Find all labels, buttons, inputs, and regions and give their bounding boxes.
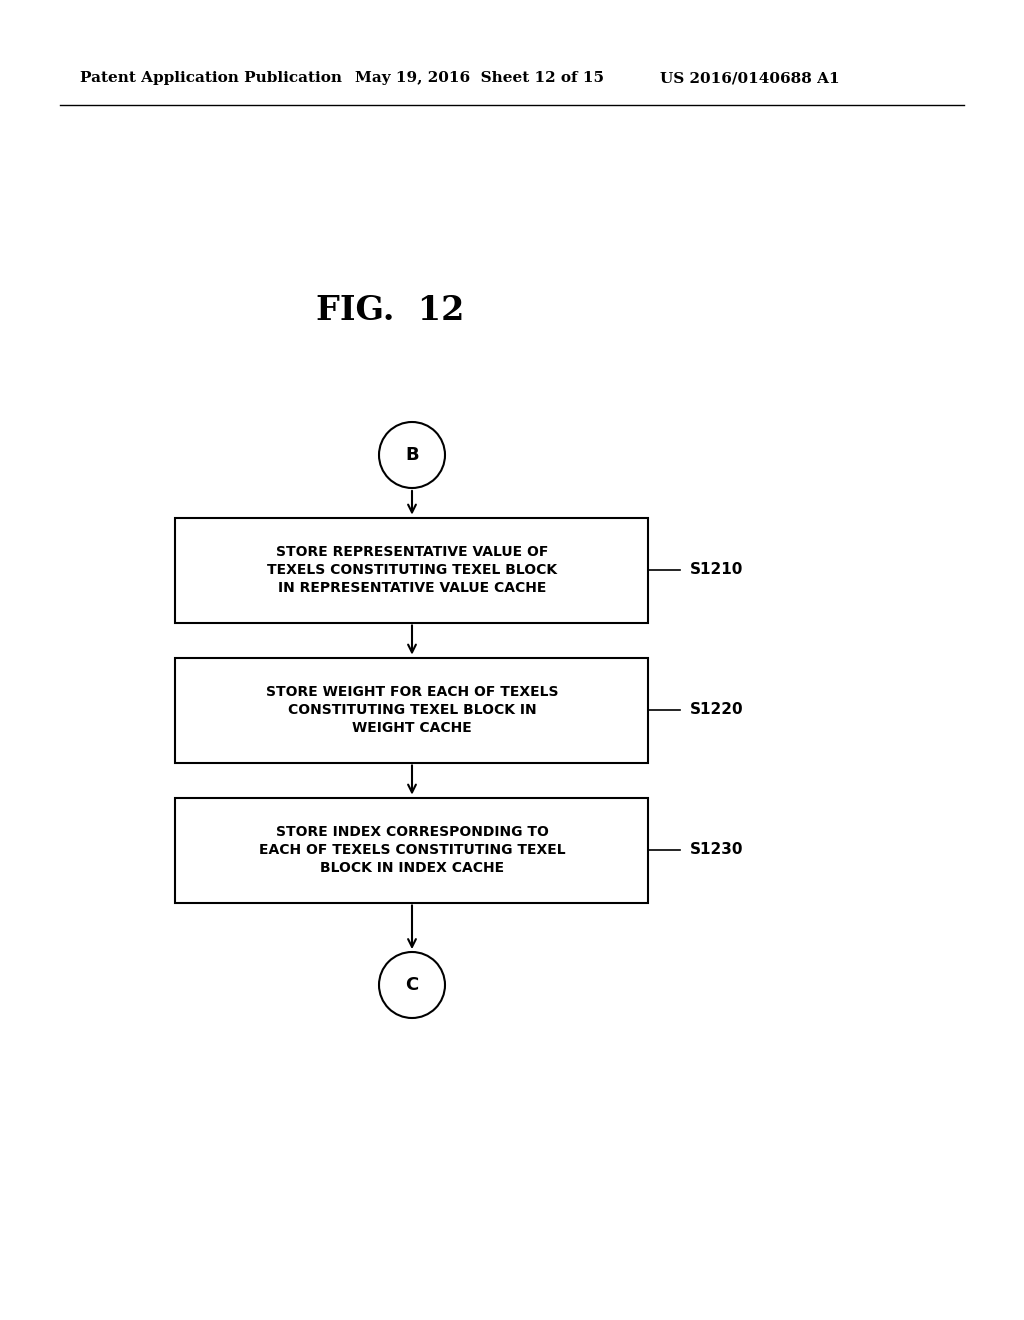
Text: STORE INDEX CORRESPONDING TO
EACH OF TEXELS CONSTITUTING TEXEL
BLOCK IN INDEX CA: STORE INDEX CORRESPONDING TO EACH OF TEX… (259, 825, 565, 875)
Text: FIG.  12: FIG. 12 (315, 293, 464, 326)
Text: S1220: S1220 (690, 702, 743, 718)
Text: C: C (406, 975, 419, 994)
Text: May 19, 2016  Sheet 12 of 15: May 19, 2016 Sheet 12 of 15 (355, 71, 604, 84)
Bar (175, 517, 648, 623)
Circle shape (379, 952, 445, 1018)
Circle shape (379, 422, 445, 488)
Text: STORE WEIGHT FOR EACH OF TEXELS
CONSTITUTING TEXEL BLOCK IN
WEIGHT CACHE: STORE WEIGHT FOR EACH OF TEXELS CONSTITU… (266, 685, 558, 735)
Text: B: B (406, 446, 419, 465)
Text: Patent Application Publication: Patent Application Publication (80, 71, 342, 84)
Bar (175, 797, 648, 903)
Text: S1210: S1210 (690, 562, 743, 578)
Text: STORE REPRESENTATIVE VALUE OF
TEXELS CONSTITUTING TEXEL BLOCK
IN REPRESENTATIVE : STORE REPRESENTATIVE VALUE OF TEXELS CON… (267, 545, 557, 595)
Text: US 2016/0140688 A1: US 2016/0140688 A1 (660, 71, 840, 84)
Bar (175, 657, 648, 763)
Text: S1230: S1230 (690, 842, 743, 858)
